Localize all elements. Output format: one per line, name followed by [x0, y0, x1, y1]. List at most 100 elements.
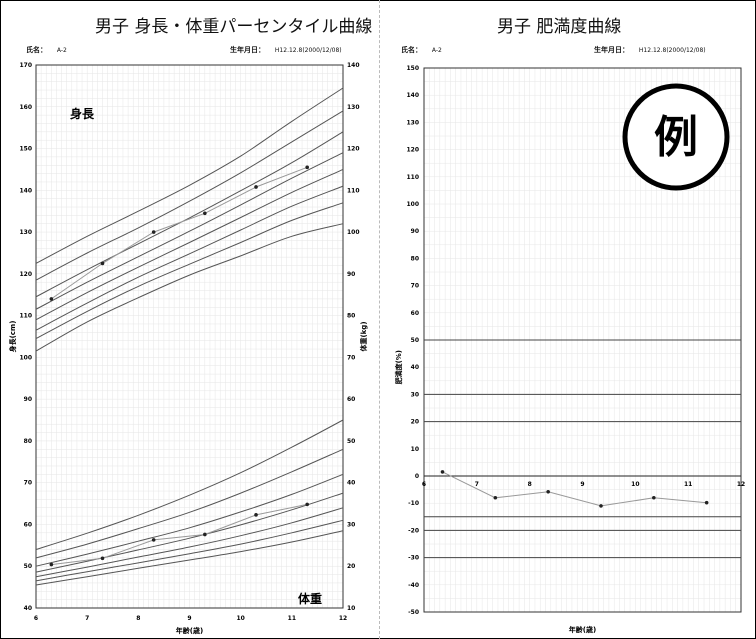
- weight-axis-tick-label: 80: [347, 313, 355, 320]
- obesity-degree-point: [704, 500, 709, 505]
- height-measurement-point: [254, 185, 258, 189]
- weight-axis-label: 体重(kg): [359, 321, 368, 351]
- weight-axis-tick-label: 30: [347, 521, 355, 528]
- height-axis-tick-label: 100: [19, 354, 32, 361]
- height-axis-tick-label: 40: [24, 605, 32, 612]
- obesity-degree-point: [599, 504, 603, 508]
- height-axis-tick-label: 50: [24, 563, 32, 570]
- y-axis-tick-label: 100: [406, 201, 419, 208]
- y-axis-tick-label: 90: [411, 228, 419, 235]
- weight-measurement-point: [203, 532, 207, 537]
- height-percentile-curve: [35, 152, 344, 310]
- weight-axis-tick-label: 60: [347, 396, 355, 403]
- y-axis-tick-label: 150: [406, 65, 419, 72]
- obesity-degree-point: [493, 495, 498, 500]
- left-name-row: 氏名： A-2: [26, 45, 67, 55]
- example-stamp-circle: [622, 83, 730, 191]
- right-name-value: A-2: [431, 47, 442, 54]
- x-axis-tick-label: 6: [34, 615, 38, 622]
- weight-axis-tick-label: 20: [347, 563, 355, 570]
- obesity-degree-chart: -50 -40 -30 -20 -10 0 10 20 30 40 50 60 70 80 90 100 110…: [394, 65, 745, 634]
- height-percentile-curve: [35, 202, 344, 340]
- weight-axis-tick-label: 50: [347, 438, 355, 445]
- height-section-label: 身長: [70, 106, 95, 121]
- weight-axis-tick-label: 140: [347, 62, 360, 69]
- weight-section-label: 体重: [298, 591, 322, 606]
- weight-axis-tick-label: 120: [347, 146, 360, 153]
- y-axis-tick-label: 30: [411, 391, 419, 398]
- x-axis-tick-label: 11: [288, 615, 296, 622]
- y-axis-tick-label: -20: [408, 527, 419, 534]
- right-dob-label: 生年月日：: [594, 46, 629, 54]
- y-axis-tick-label: -50: [408, 609, 419, 616]
- obesity-degree-line: [442, 471, 707, 507]
- right-chart-title: 男子 肥満度曲線: [497, 17, 622, 37]
- weight-measurement-line: [51, 503, 308, 566]
- obesity-degree-point: [546, 489, 550, 494]
- y-axis-tick-label: 0: [415, 473, 419, 480]
- x-axis-tick-label: 8: [528, 481, 532, 488]
- height-percentile-curve: [35, 185, 344, 331]
- height-axis-tick-label: 60: [24, 521, 32, 528]
- right-name-label: 氏名：: [401, 46, 422, 54]
- weight-axis-tick-label: 70: [347, 354, 355, 361]
- height-percentile-curve: [35, 87, 344, 264]
- height-percentile-curve: [35, 168, 344, 321]
- height-percentile-curve: [35, 223, 344, 352]
- weight-percentile-curve: [35, 448, 344, 559]
- y-axis-tick-label: -30: [408, 555, 419, 562]
- y-axis-tick-label: 130: [406, 119, 419, 126]
- weight-percentile-curve: [35, 519, 344, 582]
- x-axis-label: 年齢(歳): [176, 626, 203, 635]
- x-axis-tick-label: 8: [136, 615, 140, 622]
- weight-percentile-curve: [35, 492, 344, 573]
- weight-percentile-curve: [35, 507, 344, 578]
- y-axis-tick-label: 70: [411, 283, 419, 290]
- example-stamp-text: 例: [654, 112, 698, 163]
- y-axis-tick-label: 50: [411, 337, 419, 344]
- right-name-row: 氏名： A-2: [401, 45, 442, 55]
- height-measurement-line: [51, 166, 308, 300]
- y-axis-tick-label: -10: [408, 500, 419, 507]
- height-axis-tick-label: 170: [19, 62, 32, 69]
- x-axis-label: 年齢(歳): [569, 625, 596, 634]
- x-axis-tick-label: 7: [475, 481, 479, 488]
- height-axis-tick-label: 130: [19, 229, 32, 236]
- x-axis-tick-label: 9: [187, 615, 191, 622]
- y-axis-tick-label: 80: [411, 255, 419, 262]
- left-name-label: 氏名：: [26, 46, 47, 54]
- left-name-value: A-2: [56, 47, 67, 54]
- x-axis-tick-label: 12: [339, 615, 347, 622]
- weight-measurement-point: [305, 502, 309, 507]
- height-axis-tick-label: 110: [19, 313, 32, 320]
- weight-measurement-point: [254, 513, 258, 517]
- x-axis-tick-label: 12: [737, 481, 745, 488]
- right-dob-row: 生年月日： H12.12.8(2000/12/08): [594, 45, 706, 55]
- panel-divider: [379, 0, 380, 639]
- x-axis-tick-label: 7: [85, 615, 89, 622]
- x-axis-tick-label: 10: [236, 615, 244, 622]
- weight-axis-tick-label: 110: [347, 187, 360, 194]
- weight-measurement-point: [100, 556, 105, 561]
- height-axis-tick-label: 90: [24, 396, 32, 403]
- left-dob-label: 生年月日：: [230, 46, 265, 54]
- weight-percentile-curve: [35, 419, 344, 550]
- weight-percentile-curve: [35, 473, 344, 567]
- weight-axis-tick-label: 90: [347, 271, 355, 278]
- weight-axis-tick-label: 10: [347, 605, 355, 612]
- obesity-degree-point: [440, 470, 445, 474]
- left-dob-row: 生年月日： H12.12.8(2000/12/08): [230, 45, 342, 55]
- y-axis-tick-label: 120: [406, 147, 419, 154]
- weight-measurement-point: [151, 538, 156, 542]
- weight-percentile-curve: [35, 530, 344, 586]
- x-axis-tick-label: 9: [580, 481, 584, 488]
- y-axis-tick-label: -40: [408, 582, 419, 589]
- obesity-degree-point: [652, 495, 656, 500]
- left-chart-title: 男子 身長・体重パーセンタイル曲線: [95, 17, 373, 37]
- height-measurement-point: [203, 211, 207, 216]
- x-axis-tick-label: 6: [422, 481, 426, 488]
- height-axis-tick-label: 140: [19, 187, 32, 194]
- height-axis-tick-label: 80: [24, 438, 32, 445]
- weight-axis-tick-label: 130: [347, 104, 360, 111]
- y-axis-label: 肥満度(%): [394, 350, 403, 385]
